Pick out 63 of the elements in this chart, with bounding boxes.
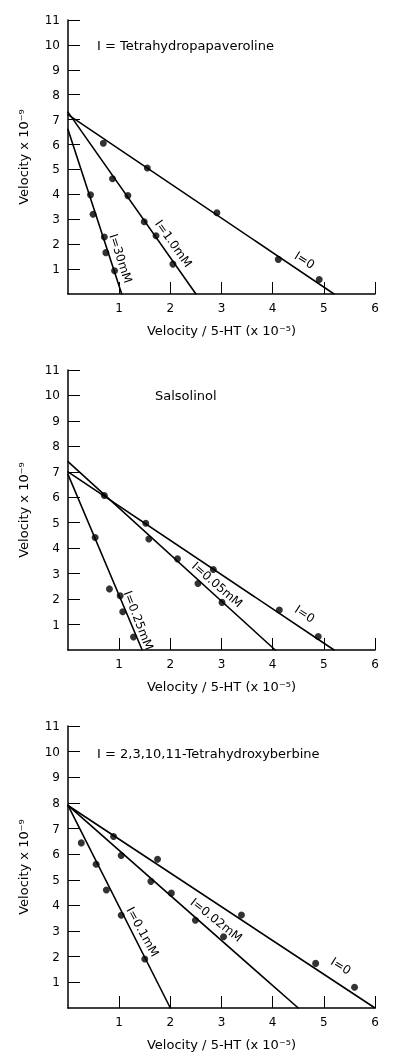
text: I=0	[291, 248, 318, 272]
y-tick-label: 7	[52, 112, 60, 127]
y-tick-label: 5	[52, 515, 60, 530]
y-tick-label: 3	[52, 924, 60, 939]
x-tick-label: 5	[320, 657, 328, 671]
y-tick-label: 6	[52, 847, 60, 862]
text: Salsolinol	[155, 388, 217, 403]
x-tick-label: 1	[115, 301, 123, 315]
y-axis-title: Velocity x 10⁻⁹	[16, 462, 31, 558]
x-axis-title: Velocity / 5-HT (x 10⁻⁵)	[146, 679, 297, 694]
y-tick-label: 4	[52, 541, 60, 556]
x-tick-label: 2	[166, 657, 175, 671]
y-tick-label: 11	[44, 719, 60, 733]
x-tick-label: 1	[115, 657, 123, 671]
y-tick-label: 11	[44, 13, 60, 27]
x-tick-label: 1	[115, 1015, 123, 1029]
x-axis-title: Velocity / 5-HT (x 10⁻⁵)	[146, 1037, 297, 1052]
x-axis-title: Velocity / 5-HT (x 10⁻⁵)	[146, 323, 297, 338]
x-tick-label: 5	[320, 1015, 328, 1029]
x-tick-label: 6	[371, 657, 379, 671]
text: I = 2,3,10,11-Tetrahydroxyberbine	[97, 746, 320, 761]
y-tick-label: 5	[52, 872, 60, 887]
x-tick-label: 6	[371, 1015, 379, 1029]
x-tick-label: 4	[268, 1015, 277, 1029]
y-tick-label: 2	[52, 592, 60, 607]
x-tick-label: 6	[371, 301, 379, 315]
y-tick-label: 8	[52, 439, 60, 454]
y-tick-label: 7	[52, 821, 60, 836]
text: I=0	[292, 602, 318, 626]
y-tick-label: 10	[44, 744, 60, 759]
y-tick-label: 6	[52, 490, 60, 505]
y-tick-label: 9	[52, 413, 60, 428]
y-tick-label: 8	[52, 795, 60, 810]
y-tick-label: 5	[52, 162, 60, 177]
x-tick-label: 4	[268, 657, 277, 671]
y-tick-label: 1	[52, 975, 60, 990]
y-tick-label: 4	[52, 187, 60, 202]
text: I=0	[328, 954, 354, 978]
y-tick-label: 1	[52, 262, 60, 277]
x-tick-label: 2	[166, 1015, 175, 1029]
text: I = Tetrahydropapaveroline	[97, 38, 274, 53]
y-tick-label: 9	[52, 62, 60, 77]
x-tick-label: 3	[217, 301, 226, 315]
y-tick-label: 4	[52, 898, 60, 913]
y-tick-label: 2	[52, 237, 60, 252]
y-tick-label: 8	[52, 87, 60, 102]
y-tick-label: 3	[52, 212, 60, 227]
y-tick-label: 1	[52, 617, 60, 632]
y-tick-label: 7	[52, 464, 60, 479]
y-tick-label: 2	[52, 949, 60, 964]
y-axis-title: Velocity x 10⁻⁹	[16, 109, 31, 205]
x-tick-label: 5	[320, 301, 328, 315]
y-tick-label: 3	[52, 566, 60, 581]
x-tick-label: 3	[217, 1015, 226, 1029]
y-tick-label: 6	[52, 137, 60, 152]
y-tick-label: 11	[44, 363, 60, 377]
x-tick-label: 4	[268, 301, 277, 315]
y-tick-label: 10	[44, 388, 60, 403]
y-tick-label: 10	[44, 37, 60, 52]
y-tick-label: 9	[52, 770, 60, 785]
y-axis-title: Velocity x 10⁻⁹	[16, 819, 31, 915]
x-tick-label: 3	[217, 657, 226, 671]
x-tick-label: 2	[166, 301, 175, 315]
